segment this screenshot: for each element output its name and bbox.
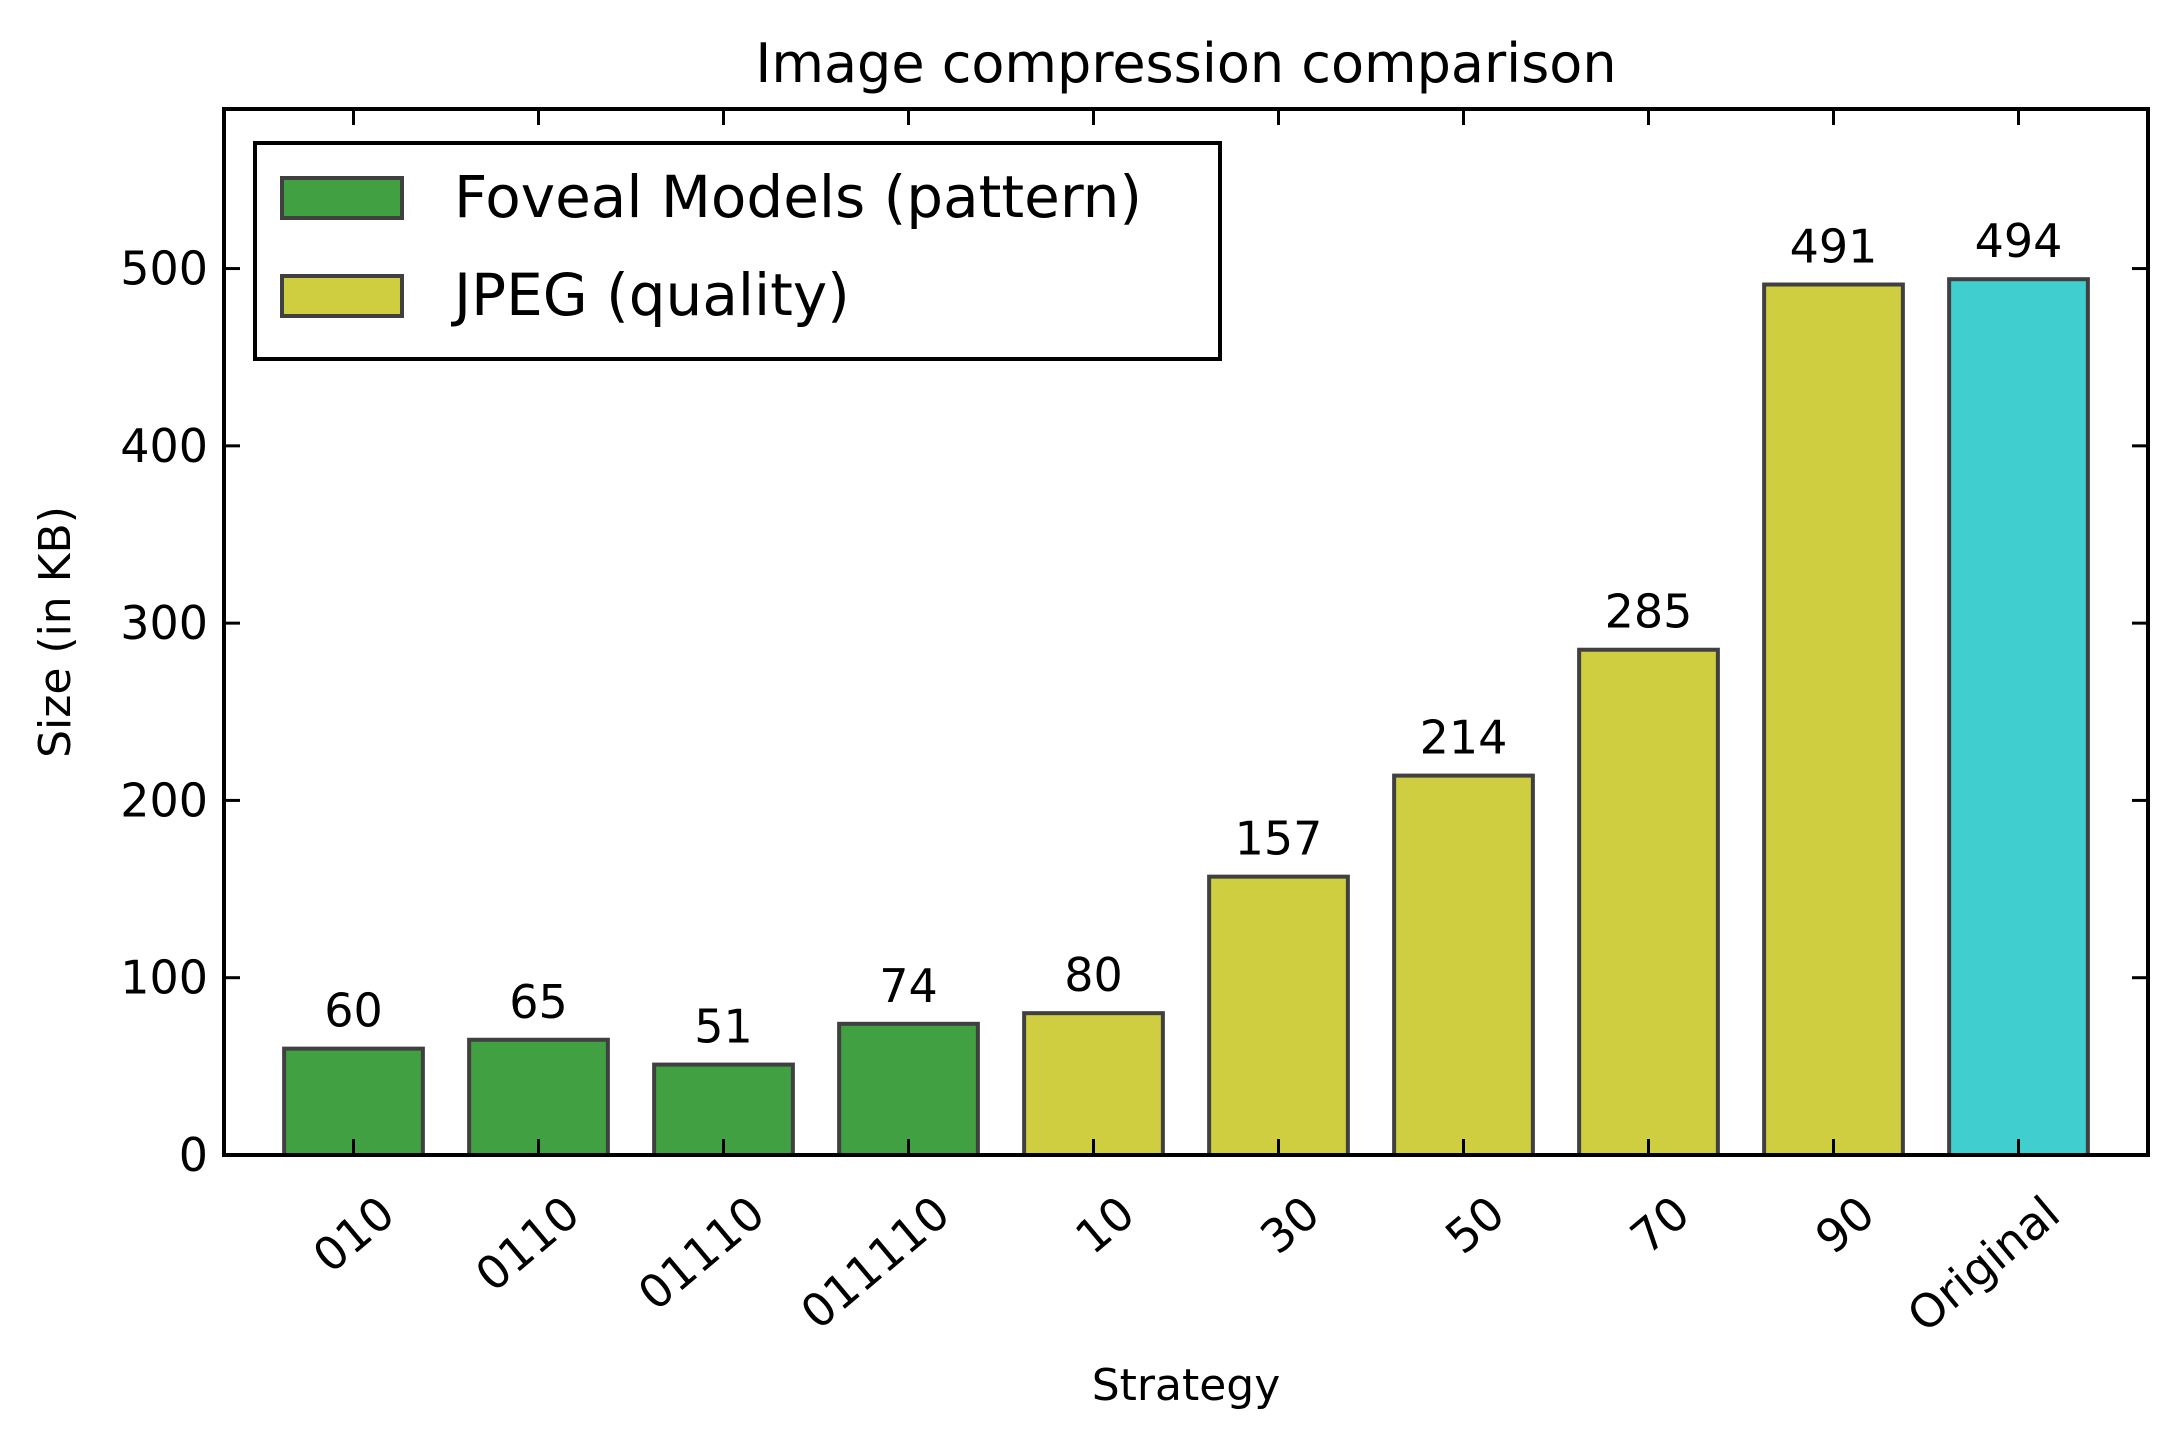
value-label-50: 214 [1420, 711, 1508, 765]
bar-0110 [467, 1037, 610, 1157]
x-tick-label-50: 50 [1435, 1185, 1515, 1264]
y-tick-label-100: 100 [120, 951, 208, 1005]
bar-30 [1207, 874, 1350, 1158]
legend-label-jpeg: JPEG (quality) [451, 261, 850, 329]
x-tick-labels: 010 0110 01110 011110 10 30 50 70 90 Original [303, 1185, 2070, 1342]
x-tick-label-10: 10 [1065, 1185, 1145, 1264]
bar-70 [1577, 647, 1720, 1157]
plot-frame [222, 107, 2150, 1157]
value-label-01110: 51 [694, 1000, 753, 1054]
value-label-70: 285 [1605, 585, 1693, 639]
x-tick-label-011110: 011110 [790, 1185, 959, 1339]
y-axis-label: Size (in KB) [30, 506, 81, 758]
x-tick-label-original: Original [1897, 1185, 2070, 1342]
bar-10 [1022, 1011, 1165, 1157]
bar-011110 [837, 1021, 980, 1157]
x-tick-label-01110: 01110 [628, 1185, 775, 1320]
legend-swatch-foveal [280, 176, 404, 220]
x-tick-label-70: 70 [1620, 1185, 1700, 1264]
bar-010 [282, 1046, 425, 1157]
value-label-90: 491 [1790, 220, 1878, 274]
bar-original [1947, 277, 2090, 1158]
value-label-010: 60 [324, 984, 383, 1038]
value-labels-layer: 60 65 51 74 80 157 214 285 491 494 [324, 214, 2062, 1053]
x-axis-label: Strategy [1092, 1360, 1281, 1411]
legend: Foveal Models (pattern) JPEG (quality) [253, 141, 1222, 361]
legend-swatch-jpeg [280, 274, 404, 318]
x-tick-label-0110: 0110 [465, 1185, 589, 1302]
x-tick-label-90: 90 [1805, 1185, 1885, 1264]
y-tick-label-400: 400 [120, 419, 208, 473]
value-label-10: 80 [1064, 948, 1123, 1002]
y-tick-label-0: 0 [179, 1128, 208, 1182]
chart-title: Image compression comparison [755, 32, 1616, 95]
y-tick-labels: 0 100 200 300 400 500 [120, 242, 208, 1182]
x-tick-label-010: 010 [303, 1185, 405, 1283]
value-label-0110: 65 [509, 975, 568, 1029]
bar-50 [1392, 773, 1535, 1157]
value-label-011110: 74 [879, 959, 938, 1013]
value-label-original: 494 [1975, 214, 2063, 268]
y-tick-label-300: 300 [120, 596, 208, 650]
y-tick-label-200: 200 [120, 773, 208, 827]
legend-box [253, 141, 1222, 361]
x-tick-label-30: 30 [1250, 1185, 1330, 1264]
legend-label-foveal: Foveal Models (pattern) [454, 163, 1142, 231]
value-label-30: 157 [1235, 812, 1323, 866]
y-tick-label-500: 500 [120, 242, 208, 296]
bar-90 [1762, 282, 1905, 1157]
